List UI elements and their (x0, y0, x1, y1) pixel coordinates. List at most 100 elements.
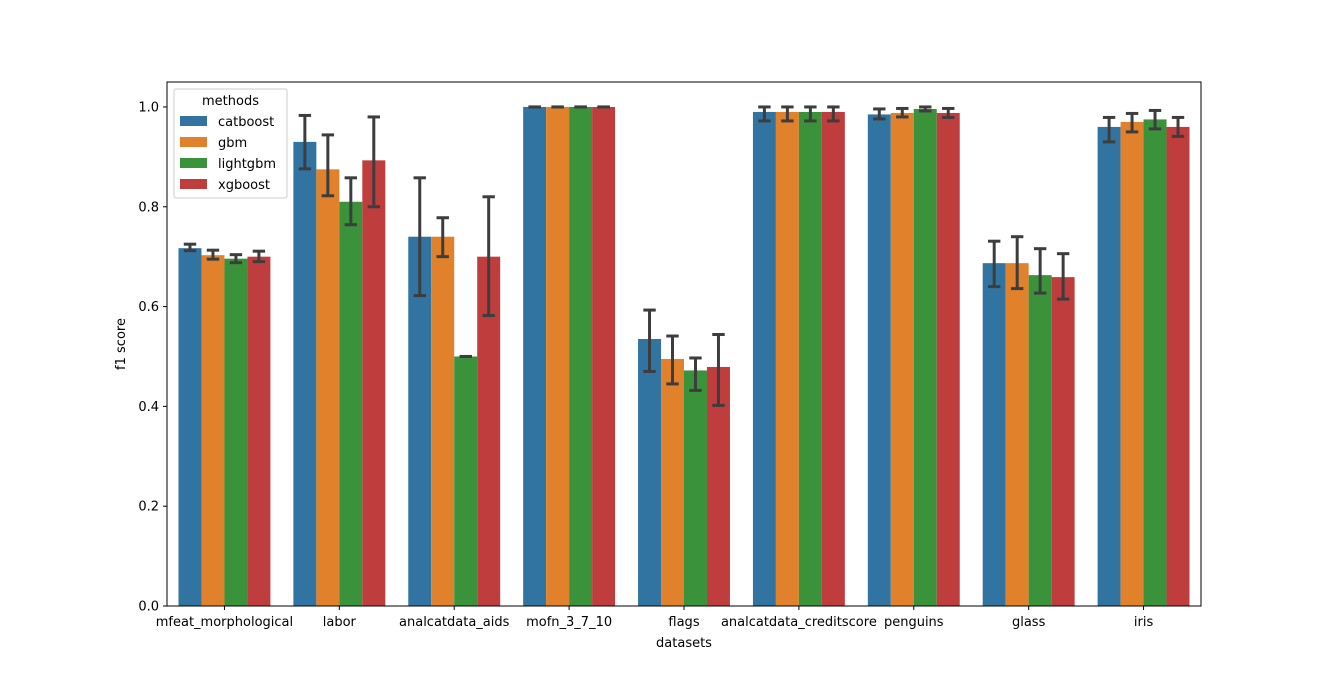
error-bar-xgboost-analcatdata_aids (482, 195, 495, 318)
bar-lightgbm-mfeat_morphological (224, 258, 248, 606)
bar-catboost-penguins (867, 114, 891, 606)
error-bar-lightgbm-labor (344, 176, 358, 227)
legend-swatch (180, 116, 207, 126)
bar-lightgbm-analcatdata_aids (454, 356, 478, 606)
y-tick-label: 0.8 (138, 200, 159, 215)
bar-gbm-analcatdata_aids (431, 236, 455, 606)
error-bar-xgboost-analcatdata_creditscore (827, 105, 840, 123)
bar-xgboost-analcatdata_creditscore (821, 111, 845, 606)
error-bar-gbm-flags (666, 334, 679, 386)
bar-gbm-glass (1005, 263, 1029, 606)
legend-label: lightgbm (218, 157, 276, 172)
bar-xgboost-glass (1051, 277, 1075, 606)
error-bar-catboost-analcatdata_creditscore (758, 105, 771, 123)
legend-item-gbm: gbm (180, 136, 247, 151)
bar-lightgbm-glass (1028, 275, 1052, 606)
bar-xgboost-labor (362, 160, 386, 607)
bar-lightgbm-penguins (913, 108, 937, 606)
y-axis-label: f1 score (114, 318, 129, 370)
error-bars-layer (183, 105, 1185, 407)
error-bar-lightgbm-mfeat_morphological (229, 253, 243, 265)
error-bar-catboost-mfeat_morphological (183, 242, 197, 253)
legend-label: xgboost (218, 178, 270, 193)
error-bar-catboost-penguins (873, 107, 886, 121)
y-tick-label: 0.4 (138, 400, 159, 415)
error-bar-lightgbm-flags (689, 356, 702, 392)
error-bar-catboost-glass (987, 239, 1001, 289)
error-bar-catboost-analcatdata_aids (413, 176, 426, 298)
x-tick-label: glass (1012, 615, 1046, 630)
bar-lightgbm-mofn_3_7_10 (569, 106, 593, 606)
y-tick-label: 0.0 (138, 600, 159, 615)
error-bar-gbm-analcatdata_creditscore (781, 105, 794, 123)
x-tick-label: penguins (884, 615, 944, 630)
y-tick-label: 0.6 (138, 300, 159, 315)
error-bar-gbm-analcatdata_aids (436, 216, 449, 259)
bar-gbm-analcatdata_creditscore (775, 111, 799, 606)
bar-catboost-flags (638, 339, 662, 606)
error-bar-xgboost-flags (712, 333, 725, 407)
bar-lightgbm-labor (339, 201, 363, 606)
bar-xgboost-mofn_3_7_10 (592, 106, 616, 606)
bar-catboost-labor (293, 141, 317, 606)
error-bar-xgboost-penguins (942, 106, 955, 119)
bar-gbm-flags (661, 358, 684, 606)
legend-item-lightgbm: lightgbm (180, 157, 276, 172)
y-tick-label: 0.2 (138, 500, 159, 515)
error-bar-xgboost-glass (1056, 252, 1070, 301)
bar-gbm-labor (316, 169, 340, 607)
error-bar-catboost-iris (1102, 115, 1116, 144)
legend-swatch (180, 158, 207, 168)
error-bar-gbm-penguins (896, 106, 909, 119)
error-bar-lightgbm-analcatdata_creditscore (804, 105, 817, 123)
error-bar-xgboost-iris (1171, 115, 1185, 138)
bar-catboost-mofn_3_7_10 (523, 106, 547, 606)
error-bar-gbm-glass (1010, 235, 1024, 291)
legend-label: gbm (218, 136, 247, 151)
legend-item-catboost: catboost (180, 115, 274, 130)
legend-swatch (180, 179, 207, 189)
bar-catboost-analcatdata_creditscore (752, 111, 776, 606)
bar-gbm-mfeat_morphological (201, 255, 225, 606)
bar-gbm-iris (1120, 121, 1144, 606)
bar-catboost-glass (982, 263, 1006, 606)
x-tick-label: analcatdata_creditscore (721, 615, 877, 630)
x-tick-label: mofn_3_7_10 (526, 615, 612, 630)
bars-layer (178, 106, 1190, 607)
bar-lightgbm-flags (684, 370, 707, 606)
bar-gbm-penguins (890, 112, 914, 606)
bar-xgboost-iris (1166, 126, 1190, 607)
bar-gbm-mofn_3_7_10 (546, 106, 570, 606)
error-bar-xgboost-labor (367, 115, 381, 209)
error-bar-catboost-labor (298, 113, 312, 171)
legend: methods catboost gbm lightgbm xgboost (173, 88, 288, 199)
x-tick-label: flags (668, 615, 699, 630)
error-bar-xgboost-mfeat_morphological (252, 249, 266, 264)
x-axis-label: datasets (656, 636, 712, 651)
error-bar-gbm-iris (1125, 111, 1139, 134)
x-tick-label: analcatdata_aids (399, 615, 510, 630)
legend-swatch (180, 137, 207, 147)
y-tick-label: 1.0 (138, 100, 159, 115)
x-axis: mfeat_morphological labor analcatdata_aids… (156, 606, 1154, 630)
x-tick-label: mfeat_morphological (156, 615, 293, 630)
legend-items: catboost gbm lightgbm xgboost (180, 115, 276, 193)
error-bar-lightgbm-penguins (919, 105, 932, 113)
error-bar-gbm-mfeat_morphological (206, 248, 220, 261)
error-bar-catboost-flags (643, 308, 656, 373)
bar-xgboost-mfeat_morphological (247, 256, 271, 606)
legend-item-xgboost: xgboost (180, 178, 270, 193)
bar-catboost-analcatdata_aids (408, 236, 432, 606)
bar-lightgbm-iris (1143, 119, 1167, 606)
bar-catboost-iris (1097, 126, 1121, 607)
legend-label: catboost (218, 115, 274, 130)
bar-catboost-mfeat_morphological (178, 248, 202, 606)
bar-lightgbm-analcatdata_creditscore (798, 111, 822, 606)
bar-xgboost-analcatdata_aids (477, 256, 501, 606)
x-tick-label: iris (1134, 615, 1154, 630)
error-bar-lightgbm-iris (1148, 108, 1162, 131)
error-bar-lightgbm-glass (1033, 247, 1047, 295)
legend-title: methods (202, 94, 259, 109)
